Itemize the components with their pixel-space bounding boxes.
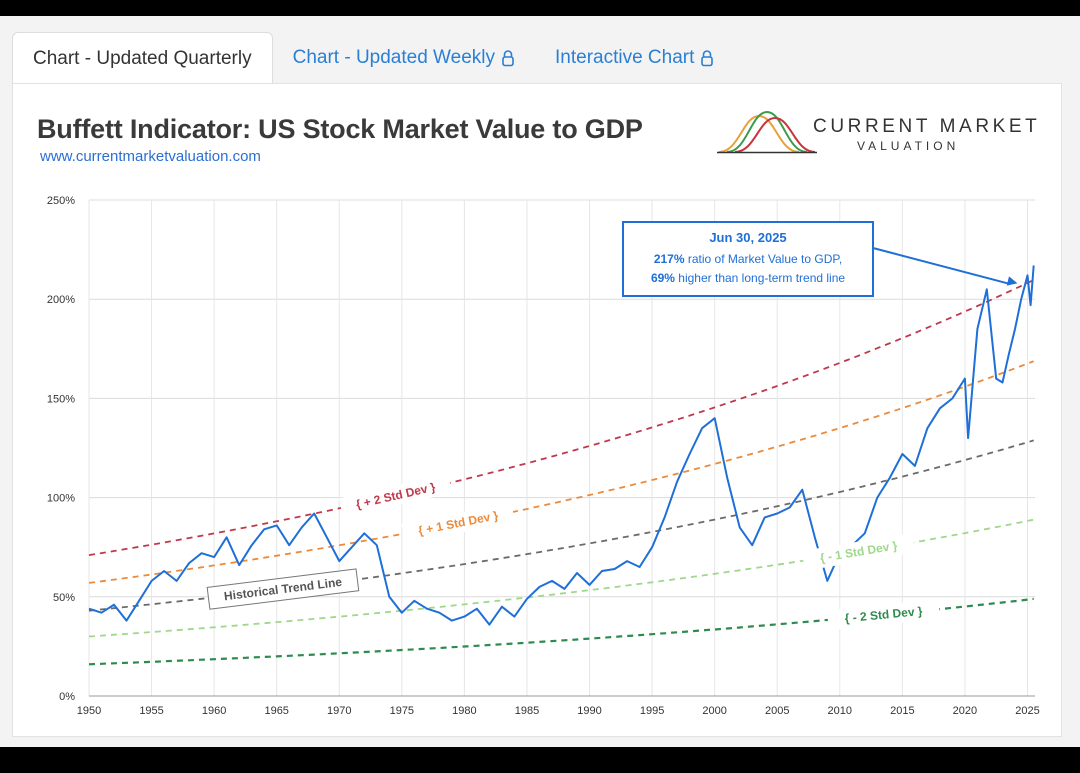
lock-icon [701, 50, 714, 67]
band-label-text: { + 2 Std Dev } [355, 480, 437, 512]
callout-ratio-text: ratio of Market Value to GDP, [688, 252, 842, 266]
callout-ratio: 217% ratio of Market Value to GDP, [654, 252, 842, 266]
chart-card: Buffett Indicator: US Stock Market Value… [12, 83, 1062, 737]
y-tick-label: 150% [47, 393, 75, 405]
tab-updated-quarterly[interactable]: Chart - Updated Quarterly [12, 32, 273, 84]
x-tick-label: 1950 [77, 705, 101, 717]
chart-title: Buffett Indicator: US Stock Market Value… [37, 114, 643, 144]
x-tick-label: 2015 [890, 705, 914, 717]
x-tick-label: 1965 [264, 705, 288, 717]
brand-logo: CURRENT MARKET VALUATION [717, 108, 1047, 156]
x-tick-label: 1955 [139, 705, 163, 717]
band-label-minus2: { - 2 Std Dev } [826, 599, 941, 630]
tab-label: Interactive Chart [555, 47, 695, 68]
callout-above-trend: 69% higher than long-term trend line [651, 271, 845, 285]
y-tick-label: 100% [47, 493, 75, 505]
band-label-plus1: { + 1 Std Dev } [401, 502, 516, 544]
band-label-plus2: { + 2 Std Dev } [338, 473, 453, 518]
x-tick-label: 1985 [515, 705, 539, 717]
y-tick-label: 0% [59, 691, 75, 703]
callout-box [622, 221, 874, 297]
callout-date: Jun 30, 2025 [709, 230, 786, 245]
band-label-background [826, 599, 941, 630]
brand-subname: VALUATION [857, 139, 960, 153]
callout-above-value: 69% [651, 271, 678, 285]
tab-updated-weekly[interactable]: Chart - Updated Weekly [273, 32, 535, 84]
x-tick-label: 2005 [765, 705, 789, 717]
x-tick-label: 1975 [390, 705, 414, 717]
tab-label: Chart - Updated Weekly [292, 47, 495, 68]
x-tick-label: 1995 [640, 705, 664, 717]
tab-bar: Chart - Updated Quarterly Chart - Update… [12, 32, 734, 84]
callout-ratio-value: 217% [654, 252, 688, 266]
x-tick-label: 1990 [577, 705, 601, 717]
bell-curve-logo-icon [717, 110, 817, 154]
band-label-background [338, 473, 453, 518]
callout-arrow-head [1006, 276, 1018, 286]
page-background: Chart - Updated Quarterly Chart - Update… [0, 16, 1080, 747]
buffett-indicator-chart: 0% 50% 100% 150% 200% 250% 1950 1955 1960 1965 197… [47, 195, 1040, 717]
band-label-background [801, 532, 916, 571]
brand-name: CURRENT MARKET [813, 116, 1041, 137]
band-label-box [206, 568, 360, 610]
x-tick-label: 2025 [1015, 705, 1039, 717]
x-tick-label: 2010 [828, 705, 852, 717]
y-tick-label: 250% [47, 195, 75, 207]
band-line-plus2 [88, 279, 1035, 556]
x-tick-label: 1980 [452, 705, 476, 717]
source-url[interactable]: www.currentmarketvaluation.com [40, 148, 261, 165]
x-tick-label: 1960 [202, 705, 226, 717]
x-tick-label: 2000 [702, 705, 726, 717]
y-tick-label: 200% [47, 294, 75, 306]
band-label-background [401, 502, 516, 544]
band-label-text: { + 1 Std Dev } [417, 508, 500, 538]
callout-above-text: higher than long-term trend line [678, 271, 845, 285]
tab-label: Chart - Updated Quarterly [33, 47, 252, 69]
x-tick-label: 1970 [327, 705, 351, 717]
x-tick-label: 2020 [953, 705, 977, 717]
lock-icon [502, 50, 514, 67]
band-label-trend: Historical Trend Line [206, 568, 360, 610]
y-tick-label: 50% [53, 592, 75, 604]
tab-interactive-chart[interactable]: Interactive Chart [535, 32, 734, 84]
market-cap-to-gdp-line [88, 265, 1035, 626]
band-line-minus2 [88, 597, 1034, 666]
band-line-plus1 [88, 360, 1035, 584]
callout-arrow-line [872, 247, 1008, 285]
